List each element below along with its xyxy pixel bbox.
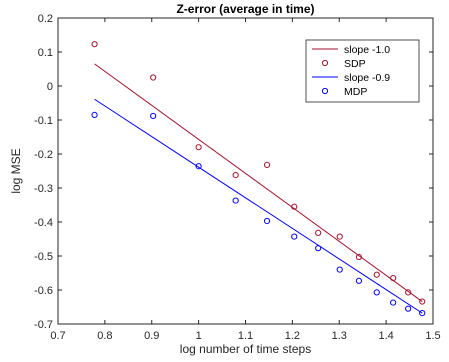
legend-entry-label: SDP	[344, 58, 366, 70]
y-tick-label: -0.2	[34, 149, 53, 161]
y-tick-label: -0.3	[34, 183, 53, 195]
series-line-2	[94, 98, 423, 314]
series-markers	[91, 41, 426, 317]
data-point-sdp	[419, 298, 426, 305]
y-tick-label: -0.7	[34, 319, 53, 331]
y-tick-label: 0	[47, 81, 53, 93]
y-tick-label: -0.4	[34, 217, 53, 229]
data-point-mdp	[91, 111, 98, 119]
x-axis-label: log number of time steps	[180, 342, 311, 356]
legend-marker-swatch	[321, 59, 329, 67]
data-point-sdp	[390, 275, 397, 282]
legend: slope -1.0 SDP slope -0.9 MDP	[305, 39, 420, 103]
x-tick-label: 1.3	[332, 330, 347, 342]
x-tick-label: 0.9	[144, 330, 159, 342]
data-point-sdp	[291, 203, 298, 210]
x-tick-label: 1.4	[378, 330, 393, 342]
data-point-sdp	[232, 171, 239, 179]
data-point-mdp	[373, 289, 380, 296]
data-point-sdp	[315, 229, 322, 236]
data-point-mdp	[291, 233, 298, 240]
data-point-sdp	[336, 233, 343, 240]
y-axis-label: log MSE	[9, 148, 23, 193]
data-point-mdp	[390, 299, 397, 306]
data-point-mdp	[263, 217, 271, 225]
x-tick-label: 0.8	[97, 330, 112, 342]
data-point-sdp	[263, 161, 271, 168]
legend-entry-label: MDP	[344, 86, 367, 98]
data-point-sdp	[373, 271, 380, 278]
y-tick-label: -0.6	[34, 285, 53, 297]
y-tick-label: 0.1	[38, 47, 53, 59]
data-point-mdp	[355, 277, 363, 284]
data-point-sdp	[150, 74, 157, 81]
series-line-0	[94, 63, 423, 302]
data-point-sdp	[405, 289, 412, 296]
data-point-sdp	[195, 144, 202, 151]
data-point-mdp	[315, 245, 322, 252]
data-point-mdp	[419, 310, 426, 317]
data-point-mdp	[405, 305, 412, 312]
data-point-mdp	[232, 197, 239, 204]
legend-entry-label: slope -0.9	[344, 72, 390, 84]
legend-marker-swatch	[321, 87, 329, 95]
y-tick-label: -0.5	[34, 251, 53, 263]
x-tick-label: 1	[196, 330, 202, 342]
data-point-mdp	[195, 163, 202, 170]
x-tick-label: 1.1	[238, 330, 253, 342]
data-point-sdp	[91, 41, 98, 48]
x-tick-label: 1.2	[285, 330, 300, 342]
legend-box	[305, 39, 420, 103]
data-point-mdp	[336, 266, 343, 273]
series-lines	[94, 63, 423, 314]
legend-entry-label: slope -1.0	[344, 44, 390, 56]
x-tick-label: 0.7	[50, 330, 65, 342]
y-tick-label: -0.1	[34, 115, 53, 127]
data-point-sdp	[355, 253, 363, 261]
x-tick-label: 1.5	[425, 330, 440, 342]
y-tick-label: 0.2	[38, 13, 53, 25]
chart-title: Z-error (average in time)	[176, 2, 314, 16]
ticks: 0.7 0.8 0.9 1 1.1 1.2 1.3 1.4 1.5 -0.7 -0.6 -0.5 -0.…	[34, 13, 441, 342]
data-point-mdp	[150, 112, 157, 120]
